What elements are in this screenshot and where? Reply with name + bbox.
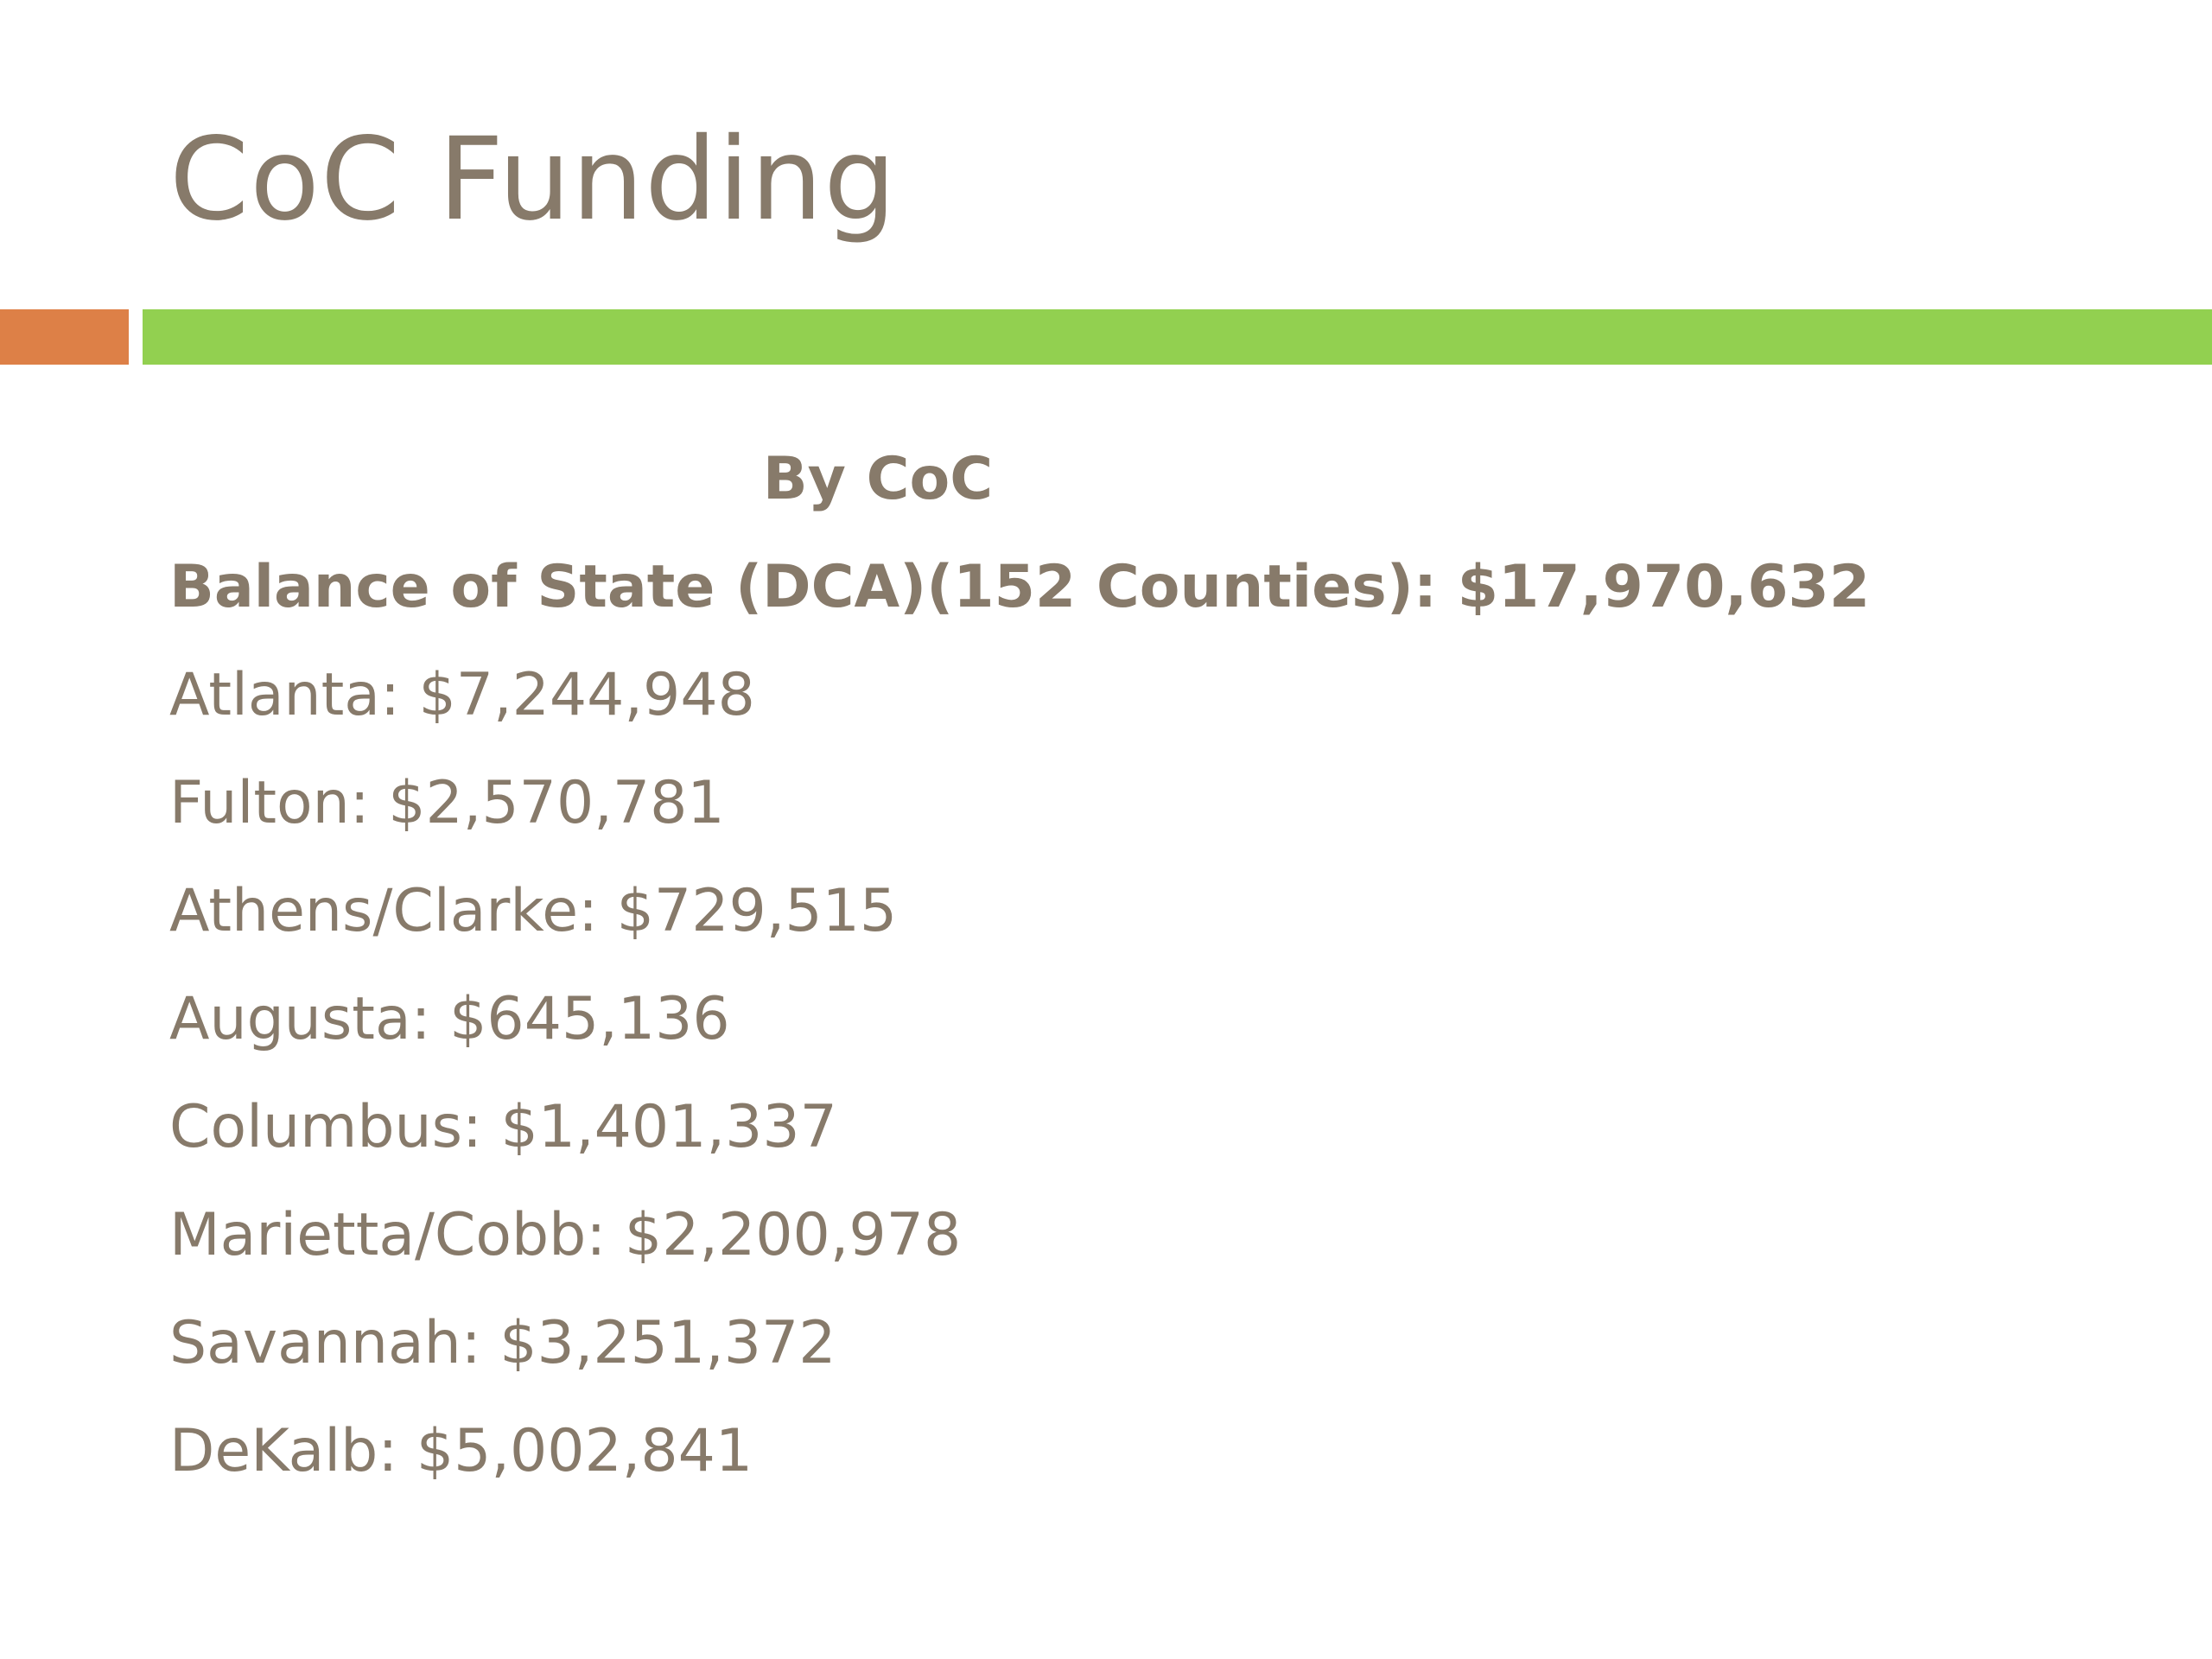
funding-line-athens-clarke: Athens/Clarke: $729,515	[169, 877, 898, 945]
funding-line-fulton: Fulton: $2,570,781	[169, 769, 725, 837]
accent-bar-green	[143, 309, 2212, 365]
subheading: By CoC	[762, 445, 994, 513]
funding-line-balance-of-state: Balance of State (DCA)(152 Counties): $1…	[169, 553, 1871, 621]
funding-line-augusta: Augusta: $645,136	[169, 985, 730, 1053]
slide-title: CoC Funding	[169, 113, 897, 246]
funding-line-atlanta: Atlanta: $7,244,948	[169, 661, 755, 729]
content-body: By CoC Balance of State (DCA)(152 Counti…	[169, 436, 2105, 1516]
funding-line-savannah: Savannah: $3,251,372	[169, 1309, 836, 1377]
accent-bar-orange	[0, 309, 129, 365]
funding-line-marietta-cobb: Marietta/Cobb: $2,200,978	[169, 1201, 962, 1269]
funding-line-columbus: Columbus: $1,401,337	[169, 1093, 837, 1161]
funding-line-dekalb: DeKalb: $5,002,841	[169, 1417, 753, 1485]
